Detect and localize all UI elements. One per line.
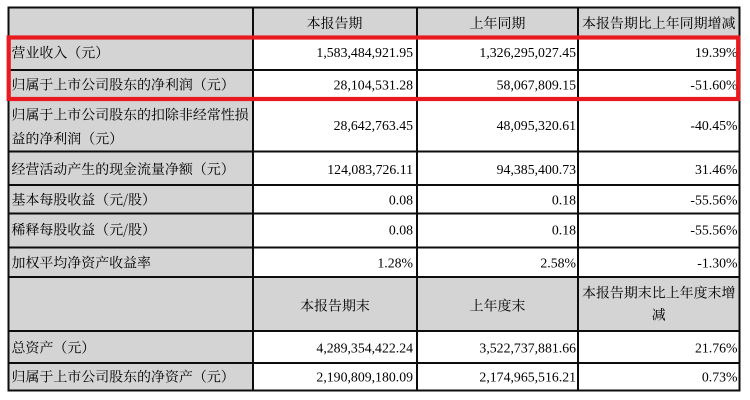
svg-text:28,104,531.28: 28,104,531.28 xyxy=(334,78,413,93)
svg-text:1,583,484,921.95: 1,583,484,921.95 xyxy=(316,45,413,60)
svg-text:0.08: 0.08 xyxy=(389,193,413,208)
svg-text:28,642,763.45: 28,642,763.45 xyxy=(334,118,413,133)
svg-text:0.73%: 0.73% xyxy=(702,370,738,385)
svg-text:94,385,400.73: 94,385,400.73 xyxy=(497,162,576,177)
svg-text:0.18: 0.18 xyxy=(552,223,576,238)
svg-text:31.46%: 31.46% xyxy=(695,162,738,177)
svg-text:48,095,320.61: 48,095,320.61 xyxy=(497,118,576,133)
svg-text:-55.56%: -55.56% xyxy=(690,223,738,238)
svg-text:0.08: 0.08 xyxy=(389,223,413,238)
svg-text:-1.30%: -1.30% xyxy=(697,256,738,271)
svg-text:-55.56%: -55.56% xyxy=(690,193,738,208)
svg-text:21.76%: 21.76% xyxy=(695,341,738,356)
svg-text:-51.60%: -51.60% xyxy=(690,78,738,93)
svg-text:3,522,737,881.66: 3,522,737,881.66 xyxy=(479,341,576,356)
svg-text:2,190,809,180.09: 2,190,809,180.09 xyxy=(316,370,413,385)
svg-text:124,083,726.11: 124,083,726.11 xyxy=(327,162,413,177)
svg-text:2.58%: 2.58% xyxy=(540,256,576,271)
svg-text:19.39%: 19.39% xyxy=(695,45,738,60)
svg-text:1.28%: 1.28% xyxy=(377,256,413,271)
svg-text:4,289,354,422.24: 4,289,354,422.24 xyxy=(316,341,413,356)
svg-text:2,174,965,516.21: 2,174,965,516.21 xyxy=(479,370,576,385)
svg-text:-40.45%: -40.45% xyxy=(690,118,738,133)
svg-text:0.18: 0.18 xyxy=(552,193,576,208)
svg-text:1,326,295,027.45: 1,326,295,027.45 xyxy=(479,45,576,60)
svg-text:58,067,809.15: 58,067,809.15 xyxy=(497,78,576,93)
